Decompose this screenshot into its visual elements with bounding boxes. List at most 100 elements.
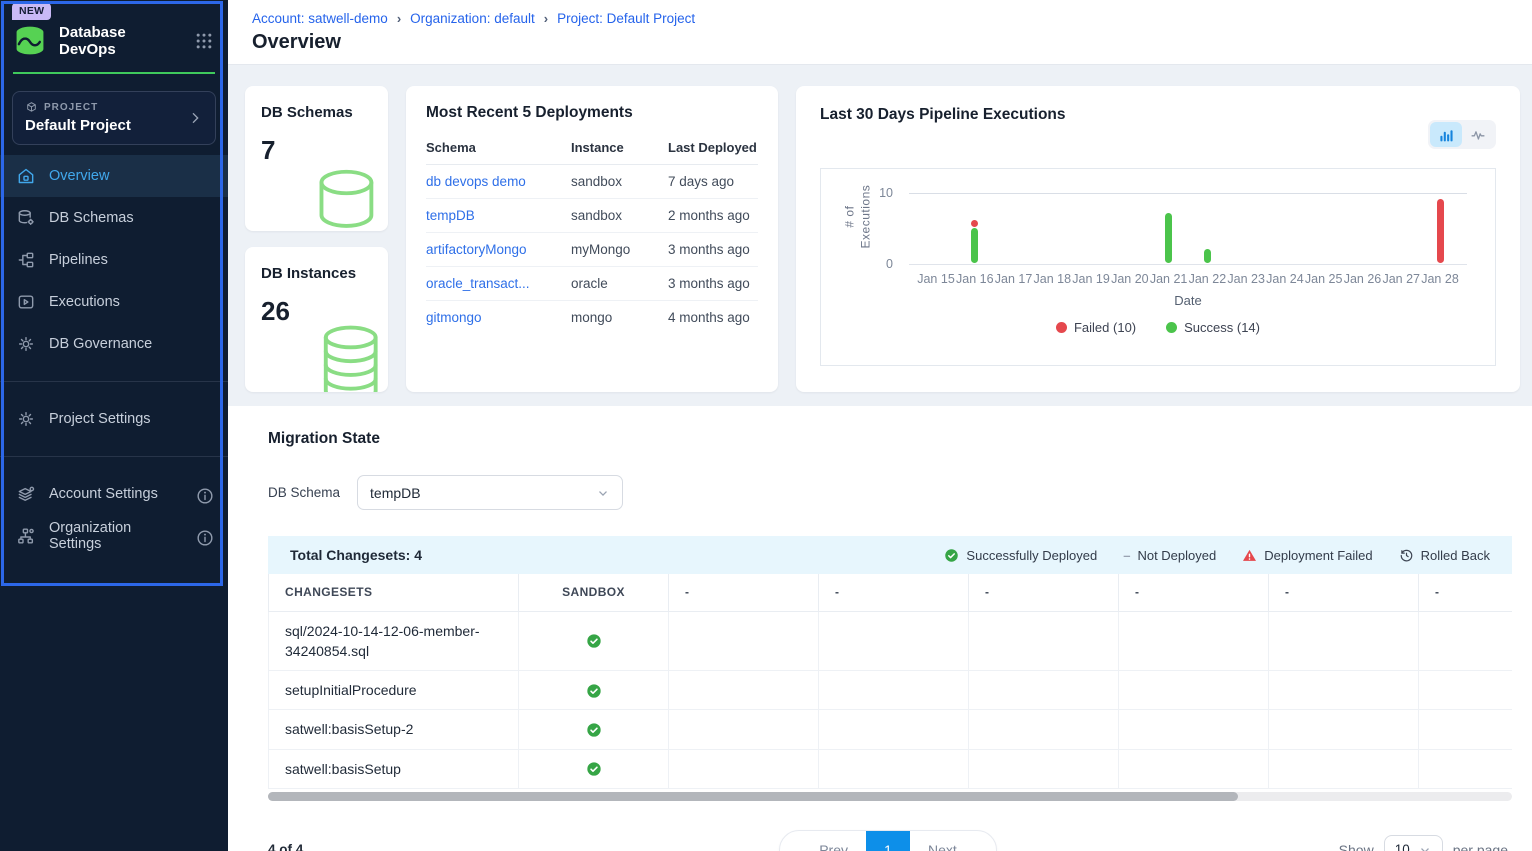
empty-status-cell [1268, 709, 1419, 750]
line-chart-icon[interactable] [1462, 122, 1494, 147]
sidebar-item-overview[interactable]: Overview [0, 155, 228, 197]
next-label: Next [928, 841, 957, 851]
col-empty: - [1118, 574, 1269, 612]
sidebar-accent-rule [13, 72, 215, 74]
schema-link[interactable]: db devops demo [426, 174, 526, 189]
x-tick: Jan 17 [994, 272, 1033, 286]
empty-status-cell [1118, 748, 1269, 789]
chart-bar[interactable] [1203, 248, 1211, 263]
breadcrumb-item[interactable]: Account: satwell-demo [252, 11, 388, 26]
sidebar-nav-secondary: Project Settings [0, 398, 228, 440]
col-empty: - [668, 574, 819, 612]
sidebar-item-executions[interactable]: Executions [0, 281, 228, 323]
executions-chart-plot: # of Executions 10 0 Jan 15 Jan 16 Jan 17 Jan … [820, 168, 1496, 366]
schema-link[interactable]: artifactoryMongo [426, 242, 527, 257]
bar-chart-icon[interactable] [1430, 122, 1462, 147]
legend-label: Deployment Failed [1264, 547, 1373, 563]
empty-status-cell [818, 670, 969, 711]
app-grid-icon[interactable] [194, 31, 214, 51]
sidebar-item-db-schemas[interactable]: DB Schemas [0, 197, 228, 239]
arrow-left-icon: ← [798, 841, 813, 851]
warning-icon [1242, 548, 1257, 563]
sidebar-item-project-settings[interactable]: Project Settings [0, 398, 228, 440]
sidebar-item-db-governance[interactable]: DB Governance [0, 323, 228, 365]
breadcrumb-separator-icon: › [396, 11, 402, 26]
y-tick: 0 [886, 257, 893, 271]
chart-bar[interactable] [971, 227, 979, 263]
x-tick: Jan 22 [1188, 272, 1227, 286]
org-icon [16, 526, 36, 546]
project-selector[interactable]: PROJECT Default Project [12, 91, 216, 145]
sidebar-item-label: DB Schemas [49, 210, 134, 226]
last-deployed-cell: 4 months ago [668, 310, 750, 325]
sidebar-item-account-settings[interactable]: Account Settings [0, 473, 228, 515]
changeset-name: satwell:basisSetup [268, 748, 519, 789]
db-schemas-card[interactable]: DB Schemas 7 [245, 86, 388, 231]
instance-cell: oracle [571, 266, 668, 301]
stat-cards-column: DB Schemas 7 DB Instances 26 [245, 86, 388, 392]
schema-link[interactable]: gitmongo [426, 310, 482, 325]
horizontal-scrollbar[interactable] [268, 791, 1512, 801]
db-stack-icon [306, 322, 388, 392]
chart-legend: Failed (10) Success (14) [821, 320, 1495, 335]
db-schema-select[interactable]: tempDB [357, 475, 624, 510]
page-content: DB Schemas 7 DB Instances 26 [228, 65, 1532, 851]
db-instances-card[interactable]: DB Instances 26 [245, 247, 388, 392]
col-empty: - [818, 574, 969, 612]
status-legend-deployment-failed: Deployment Failed [1242, 547, 1373, 563]
changesets-body: sql/2024-10-14-12-06-member-34240854.sql… [268, 610, 1512, 789]
stat-card-value: 26 [261, 296, 290, 326]
prev-page-button[interactable]: ← Prev [780, 831, 866, 851]
legend-dot-icon [1166, 322, 1178, 333]
instance-cell: myMongo [571, 232, 668, 267]
col-changesets: CHANGESETS [268, 574, 519, 612]
schema-link[interactable]: oracle_transact... [426, 276, 530, 291]
next-page-button[interactable]: Next → [910, 831, 996, 851]
sidebar-item-label: Account Settings [49, 486, 158, 502]
x-tick: Jan 18 [1033, 272, 1072, 286]
per-page-select[interactable]: 10 [1383, 835, 1443, 851]
empty-status-cell [1418, 610, 1512, 672]
sidebar-item-label: Organization Settings [49, 520, 132, 552]
sandbox-status-cell[interactable] [518, 709, 669, 750]
changesets-summary-band: Total Changesets: 4 Successfully Deploye… [268, 536, 1512, 574]
gridline-10 [909, 193, 1467, 194]
legend-item[interactable]: Failed (10) [1055, 320, 1136, 335]
page-number-button[interactable]: 1 [866, 830, 910, 851]
sidebar-item-pipelines[interactable]: Pipelines [0, 239, 228, 281]
table-footer: 4 of 4 ← Prev 1 Next → Show [268, 829, 1512, 851]
status-legend-rolled-back: Rolled Back [1399, 548, 1490, 563]
x-tick: Jan 20 [1111, 272, 1149, 286]
project-name: Default Project [25, 117, 131, 134]
sandbox-status-cell[interactable] [518, 670, 669, 711]
sidebar-item-label: DB Governance [49, 336, 153, 352]
breadcrumb-item[interactable]: Project: Default Project [557, 11, 696, 26]
col-last-deployed: Last Deployed [668, 134, 758, 165]
breadcrumb-item[interactable]: Organization: default [410, 11, 535, 26]
project-label: PROJECT [44, 102, 99, 113]
changeset-row: sql/2024-10-14-12-06-member-34240854.sql [268, 610, 1512, 672]
per-page-label: per page [1452, 841, 1508, 851]
legend-item[interactable]: Success (14) [1166, 320, 1260, 335]
gear-icon [16, 409, 36, 429]
empty-status-cell [818, 748, 969, 789]
pipeline-executions-card: Last 30 Days Pipeline Executions [796, 86, 1520, 392]
sandbox-status-cell[interactable] [518, 610, 669, 672]
sandbox-status-cell[interactable] [518, 748, 669, 789]
db-schemas-icon [16, 208, 36, 228]
last-deployed-cell: 7 days ago [668, 164, 758, 199]
sidebar-divider [0, 456, 228, 457]
sidebar-item-organization-settings[interactable]: Organization Settings [0, 515, 228, 557]
schema-link[interactable]: tempDB [426, 208, 475, 223]
chart-bar[interactable] [1436, 199, 1444, 263]
last-deployed-cell: 3 months ago [668, 266, 758, 301]
info-icon[interactable] [195, 528, 213, 546]
horizontal-scrollbar-thumb[interactable] [268, 791, 1239, 801]
legend-label: Rolled Back [1420, 547, 1490, 563]
chart-bar[interactable] [1165, 213, 1173, 263]
app-logo-row: Database DevOps [0, 20, 228, 70]
info-icon[interactable] [195, 486, 213, 504]
x-axis-line [909, 264, 1467, 265]
legend-dot-icon [1055, 322, 1067, 333]
chart-bar[interactable] [971, 220, 979, 228]
